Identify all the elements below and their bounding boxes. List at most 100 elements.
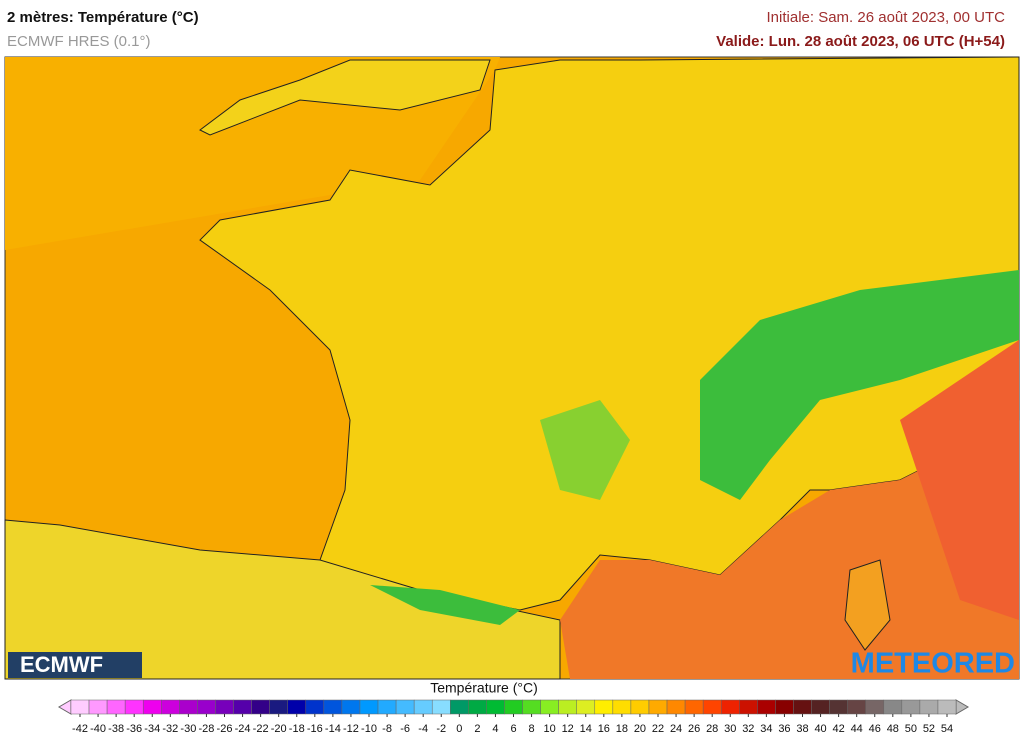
colorbar-cell — [251, 699, 270, 715]
colorbar-tick-label: -30 — [180, 723, 196, 735]
colorbar-cell — [558, 699, 577, 715]
colorbar-tick-label: -10 — [361, 723, 377, 735]
colorbar-tick-label: -14 — [325, 723, 341, 735]
colorbar-tick-label: 46 — [869, 723, 881, 735]
colorbar-cell — [739, 699, 758, 715]
colorbar-cell — [865, 699, 885, 715]
colorbar-cell — [648, 699, 668, 715]
colorbar-cell — [775, 699, 794, 715]
colorbar-tick-label: -42 — [72, 723, 88, 735]
initial: Initiale: Sam. 26 août 2023, 00 UTC — [767, 9, 1006, 26]
colorbar-tick-label: -6 — [400, 723, 410, 735]
colorbar-tick-label: 16 — [598, 723, 610, 735]
colorbar-title: Température (°C) — [430, 680, 538, 696]
colorbar-tick-label: 48 — [887, 723, 899, 735]
massif-central — [540, 400, 630, 500]
colorbar-tick-label: 38 — [796, 723, 808, 735]
colorbar-tick-label: 6 — [510, 723, 516, 735]
colorbar-cell — [504, 699, 523, 715]
colorbar-cell — [829, 699, 848, 715]
colorbar-cell — [377, 699, 397, 715]
colorbar-tick-label: 10 — [544, 723, 556, 735]
colorbar-tick-label: 18 — [616, 723, 628, 735]
colorbar-tick-label: 54 — [941, 723, 953, 735]
colorbar-tick-label: 42 — [833, 723, 845, 735]
colorbar-tick-label: -34 — [144, 723, 160, 735]
colorbar-tick-label: -4 — [418, 723, 428, 735]
colorbar-tick-label: -36 — [126, 723, 142, 735]
land-italy — [900, 340, 1019, 620]
colorbar-tick-label: 40 — [814, 723, 826, 735]
colorbar-tick-label: 4 — [492, 723, 498, 735]
colorbar-cell — [612, 699, 632, 715]
colorbar-tick-label: 50 — [905, 723, 917, 735]
colorbar-cell — [883, 699, 903, 715]
colorbar-end-high — [955, 699, 970, 715]
colorbar-end-low — [57, 699, 72, 715]
colorbar-tick-label: -2 — [436, 723, 446, 735]
colorbar-cell — [757, 699, 776, 715]
colorbar-tick-label: -8 — [382, 723, 392, 735]
colorbar-tick-label: -18 — [289, 723, 305, 735]
corsica — [844, 559, 891, 651]
colorbar-cell — [630, 699, 650, 715]
colorbar-cell — [179, 699, 198, 715]
colorbar-tick-label: -12 — [343, 723, 359, 735]
colorbar-cell — [450, 699, 469, 715]
colorbar-tick-label: -24 — [235, 723, 251, 735]
colorbar-cell — [395, 699, 415, 715]
colorbar-cell — [106, 699, 126, 715]
colorbar-tick-label: -40 — [90, 723, 106, 735]
colorbar-cell — [811, 699, 830, 715]
colorbar-tick-label: 44 — [851, 723, 863, 735]
colorbar-cell — [359, 699, 379, 715]
ecmwf-logo-bg — [8, 652, 142, 678]
colorbar-cell — [594, 699, 614, 715]
colorbar-cell — [70, 699, 90, 715]
valid: Valide: Lun. 28 août 2023, 06 UTC (H+54) — [716, 33, 1005, 50]
colorbar-tick-label: 52 — [923, 723, 935, 735]
colorbar-cell — [720, 699, 740, 715]
colorbar-tick-label: 2 — [474, 723, 480, 735]
colorbar-cell — [847, 699, 866, 715]
pyrenees — [370, 585, 520, 625]
colorbar-cell — [161, 699, 180, 715]
land-britain — [199, 59, 491, 136]
meteored-logo: METEORED — [851, 648, 1015, 680]
colorbar-tick-label: 20 — [634, 723, 646, 735]
alps — [700, 270, 1019, 500]
colorbar-cell — [522, 699, 541, 715]
colorbar-tick-label: 0 — [456, 723, 462, 735]
colorbar-tick-label: 34 — [760, 723, 772, 735]
colorbar-cell — [124, 699, 144, 715]
colorbar-cell — [341, 699, 361, 715]
colorbar-cell — [666, 699, 686, 715]
colorbar-tick-label: -26 — [217, 723, 233, 735]
colorbar-tick-label: 30 — [724, 723, 736, 735]
colorbar-tick-label: -32 — [162, 723, 178, 735]
colorbar-cell — [937, 699, 957, 715]
colorbar-cell — [540, 699, 559, 715]
colorbar-cell — [468, 699, 487, 715]
colorbar-cell — [919, 699, 939, 715]
colorbar-tick-label: 26 — [688, 723, 700, 735]
colorbar-cell — [88, 699, 108, 715]
colorbar-tick-label: 12 — [562, 723, 574, 735]
colorbar-cell — [323, 699, 343, 715]
title: 2 mètres: Température (°C) — [7, 9, 199, 26]
colorbar-cell — [901, 699, 921, 715]
colorbar-cell — [142, 699, 162, 715]
colorbar-tick-label: -16 — [307, 723, 323, 735]
colorbar-tick-label: 36 — [778, 723, 790, 735]
colorbar-tick-label: 28 — [706, 723, 718, 735]
colorbar-tick-label: 24 — [670, 723, 682, 735]
colorbar-tick-label: 22 — [652, 723, 664, 735]
colorbar-cell — [576, 699, 596, 715]
colorbar-cell — [233, 699, 252, 715]
colorbar-cell — [431, 699, 451, 715]
colorbar-cell — [269, 699, 288, 715]
sea-mediterranean — [560, 420, 1019, 679]
